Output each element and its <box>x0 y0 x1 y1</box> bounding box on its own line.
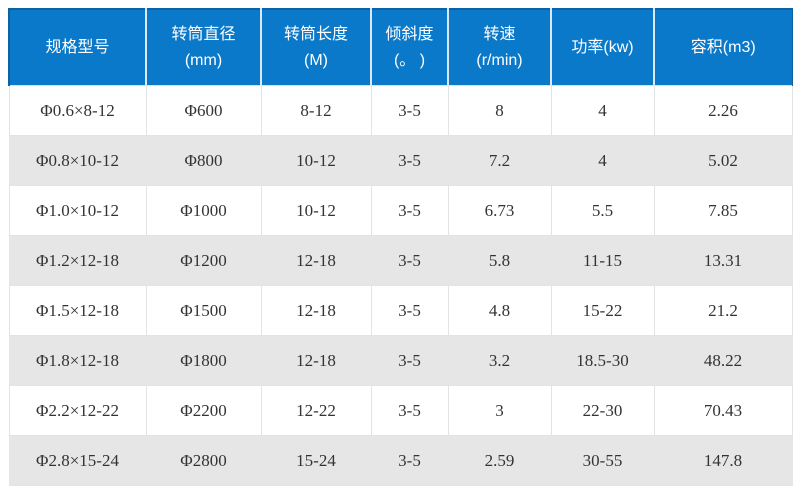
table-cell: 18.5-30 <box>550 335 655 386</box>
table-cell: 3-5 <box>370 285 449 336</box>
spec-table-container: 规格型号 转筒直径 (mm) 转筒长度 (M) 倾斜度 (。 ) 转速 (r/m… <box>8 8 793 486</box>
table-cell: 8 <box>447 85 552 136</box>
table-cell: 5.8 <box>447 235 552 286</box>
table-header: 规格型号 转筒直径 (mm) 转筒长度 (M) 倾斜度 (。 ) 转速 (r/m… <box>8 8 793 86</box>
table-cell: 3-5 <box>370 135 449 186</box>
table-cell: 12-18 <box>260 335 372 386</box>
table-row: Φ2.8×15-24 Φ2800 15-24 3-5 2.59 30-55 147.8 <box>8 435 793 486</box>
table-row: Φ0.6×8-12 Φ600 8-12 3-5 8 4 2.26 <box>8 85 793 136</box>
table-cell: 3-5 <box>370 85 449 136</box>
table-cell: 2.26 <box>653 85 793 136</box>
table-cell: Φ1500 <box>145 285 262 336</box>
table-cell: 15-24 <box>260 435 372 486</box>
table-cell: Φ1800 <box>145 335 262 386</box>
table-cell: 10-12 <box>260 185 372 236</box>
table-cell: 4 <box>550 135 655 186</box>
table-cell: 2.59 <box>447 435 552 486</box>
table-cell: 4.8 <box>447 285 552 336</box>
table-row: Φ2.2×12-22 Φ2200 12-22 3-5 3 22-30 70.43 <box>8 385 793 436</box>
table-cell: Φ1000 <box>145 185 262 236</box>
table-cell: Φ0.6×8-12 <box>8 85 147 136</box>
table-cell: Φ1200 <box>145 235 262 286</box>
table-cell: 8-12 <box>260 85 372 136</box>
spec-table: 规格型号 转筒直径 (mm) 转筒长度 (M) 倾斜度 (。 ) 转速 (r/m… <box>8 8 793 486</box>
column-header-model: 规格型号 <box>8 8 147 86</box>
table-cell: 30-55 <box>550 435 655 486</box>
column-header-power: 功率(kw) <box>551 8 655 86</box>
column-header-incline: 倾斜度 (。 ) <box>371 8 449 86</box>
table-cell: Φ1.0×10-12 <box>8 185 147 236</box>
table-cell: 7.2 <box>447 135 552 186</box>
table-cell: 10-12 <box>260 135 372 186</box>
table-cell: 3-5 <box>370 435 449 486</box>
table-row: Φ1.8×12-18 Φ1800 12-18 3-5 3.2 18.5-30 48.22 <box>8 335 793 386</box>
table-cell: 11-15 <box>550 235 655 286</box>
table-cell: 147.8 <box>653 435 793 486</box>
column-header-volume: 容积(m3) <box>654 8 793 86</box>
table-cell: Φ2800 <box>145 435 262 486</box>
table-cell: 3 <box>447 385 552 436</box>
column-header-length: 转筒长度 (M) <box>261 8 372 86</box>
table-cell: 4 <box>550 85 655 136</box>
header-row: 规格型号 转筒直径 (mm) 转筒长度 (M) 倾斜度 (。 ) 转速 (r/m… <box>8 8 793 86</box>
table-row: Φ1.0×10-12 Φ1000 10-12 3-5 6.73 5.5 7.85 <box>8 185 793 236</box>
table-cell: Φ800 <box>145 135 262 186</box>
table-cell: 5.5 <box>550 185 655 236</box>
table-cell: Φ2.8×15-24 <box>8 435 147 486</box>
table-cell: Φ2200 <box>145 385 262 436</box>
table-cell: Φ1.5×12-18 <box>8 285 147 336</box>
table-cell: Φ600 <box>145 85 262 136</box>
table-cell: 21.2 <box>653 285 793 336</box>
table-cell: Φ1.8×12-18 <box>8 335 147 386</box>
table-cell: 48.22 <box>653 335 793 386</box>
table-cell: 12-22 <box>260 385 372 436</box>
table-cell: 3-5 <box>370 235 449 286</box>
table-cell: Φ1.2×12-18 <box>8 235 147 286</box>
table-cell: 13.31 <box>653 235 793 286</box>
column-header-speed: 转速 (r/min) <box>448 8 552 86</box>
table-row: Φ0.8×10-12 Φ800 10-12 3-5 7.2 4 5.02 <box>8 135 793 186</box>
table-cell: 12-18 <box>260 285 372 336</box>
table-cell: 12-18 <box>260 235 372 286</box>
table-cell: 15-22 <box>550 285 655 336</box>
table-cell: 3-5 <box>370 335 449 386</box>
column-header-diameter: 转筒直径 (mm) <box>146 8 262 86</box>
table-cell: 3-5 <box>370 385 449 436</box>
table-body: Φ0.6×8-12 Φ600 8-12 3-5 8 4 2.26 Φ0.8×10-12 Φ800… <box>8 85 793 486</box>
table-cell: 70.43 <box>653 385 793 436</box>
table-cell: 5.02 <box>653 135 793 186</box>
table-cell: 22-30 <box>550 385 655 436</box>
table-cell: 6.73 <box>447 185 552 236</box>
table-cell: 3.2 <box>447 335 552 386</box>
table-row: Φ1.5×12-18 Φ1500 12-18 3-5 4.8 15-22 21.2 <box>8 285 793 336</box>
table-cell: Φ0.8×10-12 <box>8 135 147 186</box>
table-cell: 7.85 <box>653 185 793 236</box>
table-row: Φ1.2×12-18 Φ1200 12-18 3-5 5.8 11-15 13.31 <box>8 235 793 286</box>
table-cell: 3-5 <box>370 185 449 236</box>
table-cell: Φ2.2×12-22 <box>8 385 147 436</box>
